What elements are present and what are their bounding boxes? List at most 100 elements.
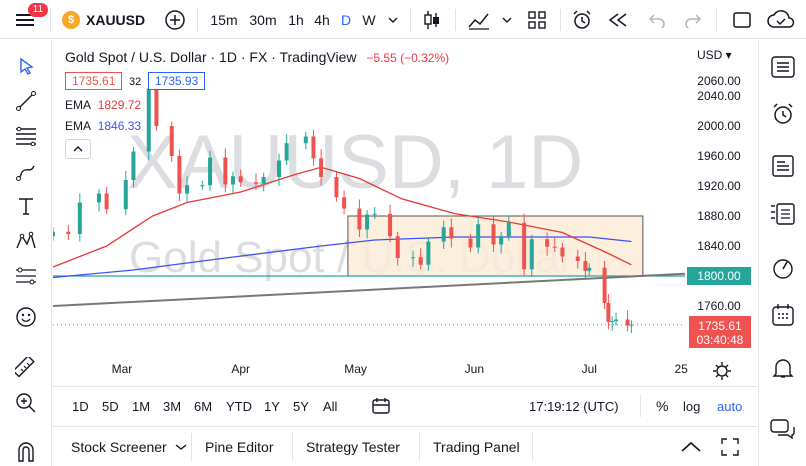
range-6m[interactable]: 6M (194, 398, 213, 414)
range-3m[interactable]: 3M (163, 398, 182, 414)
candle (372, 207, 377, 219)
icons-tool[interactable] (8, 302, 44, 332)
data-window-button[interactable] (767, 150, 799, 182)
currency-selector[interactable]: USD ▾ (697, 48, 732, 62)
ideas-stream-button[interactable] (767, 198, 799, 230)
trendline-tool[interactable] (8, 86, 44, 116)
range-1y[interactable]: 1Y (264, 398, 280, 414)
candle (342, 190, 347, 215)
time-tick-label: Jul (582, 362, 597, 376)
tab-pine-editor[interactable]: Pine Editor (205, 439, 274, 455)
ema-slow-legend[interactable]: EMA 1846.33 (65, 119, 142, 133)
ema-fast-legend[interactable]: EMA 1829.72 (65, 98, 142, 112)
notifications-button[interactable] (767, 352, 799, 384)
compare-symbol-button[interactable] (162, 0, 188, 39)
cloud-check-icon (767, 9, 795, 28)
interval-d[interactable]: D (340, 11, 352, 28)
expand-panel-button[interactable] (680, 427, 702, 466)
magnet-tool[interactable] (8, 437, 44, 466)
chart-type-button[interactable] (418, 0, 446, 39)
buy-price[interactable]: 1735.93 (147, 72, 206, 90)
candle-body (131, 151, 136, 180)
fullscreen-button[interactable] (728, 0, 756, 39)
utc-clock[interactable]: 17:19:12 (UTC) (529, 398, 619, 414)
toolbar-divider (410, 9, 411, 31)
redo-button[interactable] (680, 0, 706, 39)
interval-1h[interactable]: 1h (288, 11, 304, 28)
chart-pane[interactable]: XAUUSD, 1D Gold Spot / U.S. Dollar 2060.… (51, 40, 757, 386)
candle-body (365, 214, 370, 230)
chat-button[interactable] (767, 414, 799, 446)
interval-30m[interactable]: 30m (249, 11, 277, 28)
fib-tool[interactable] (8, 121, 44, 151)
interval-dropdown[interactable] (384, 0, 402, 39)
candle-body (426, 241, 431, 265)
trendline[interactable] (52, 272, 686, 307)
candle (51, 227, 55, 241)
cloud-save-button[interactable] (764, 0, 798, 39)
tab-trading-panel[interactable]: Trading Panel (433, 439, 520, 455)
chart-settings-button[interactable] (713, 362, 731, 380)
interval-15m[interactable]: 15m (210, 11, 238, 28)
collapse-legend-button[interactable] (65, 139, 91, 159)
tab-divider (419, 433, 420, 461)
sell-price[interactable]: 1735.61 (65, 72, 123, 90)
undo-button[interactable] (644, 0, 670, 39)
goto-date-button[interactable] (371, 387, 391, 425)
price-chart[interactable]: XAUUSD, 1D Gold Spot / U.S. Dollar 2060.… (51, 40, 757, 386)
symbol-search-button[interactable]: $ XAUUSD (62, 0, 145, 39)
tab-strategy-tester[interactable]: Strategy Tester (306, 439, 400, 455)
layout-button[interactable] (524, 0, 550, 39)
calendar-button[interactable] (767, 299, 799, 331)
range-1m[interactable]: 1M (132, 398, 151, 414)
replay-button[interactable] (604, 0, 632, 39)
range-all[interactable]: All (323, 398, 338, 414)
hotlist-button[interactable] (767, 252, 799, 284)
candle (231, 171, 236, 194)
toolbar-divider (197, 9, 198, 31)
watchlist-button[interactable] (767, 51, 799, 83)
indicators-button[interactable] (464, 0, 494, 39)
candle (357, 199, 362, 237)
cursor-tool[interactable] (8, 51, 44, 81)
range-5y[interactable]: 5Y (293, 398, 309, 414)
zoom-tool[interactable] (8, 388, 44, 418)
candle (319, 149, 324, 186)
datawindow-icon (772, 155, 794, 177)
log-scale-toggle[interactable]: log (683, 398, 701, 414)
tab-stock-screener[interactable]: Stock Screener (71, 427, 187, 466)
percent-scale-toggle[interactable]: % (656, 398, 669, 414)
candle-body (411, 257, 416, 259)
auto-scale-toggle[interactable]: auto (717, 398, 743, 414)
candle (491, 215, 496, 252)
candle-body (146, 88, 151, 152)
candle-body (208, 157, 213, 186)
candle-body (560, 247, 565, 257)
indicators-dropdown[interactable] (498, 0, 516, 39)
interval-w[interactable]: W (362, 11, 376, 28)
candle (208, 150, 213, 192)
alert-button[interactable] (568, 0, 596, 39)
candle-body (96, 193, 101, 203)
interval-4h[interactable]: 4h (314, 11, 330, 28)
measure-tool[interactable] (8, 353, 44, 383)
candle (583, 252, 588, 280)
pattern-tool[interactable] (8, 226, 44, 256)
brush-tool[interactable] (8, 156, 44, 186)
prediction-tool[interactable] (8, 261, 44, 291)
range-1d[interactable]: 1D (72, 398, 89, 414)
candle-body (284, 143, 289, 161)
range-ytd[interactable]: YTD (226, 398, 252, 414)
maximize-panel-button[interactable] (721, 427, 739, 466)
candle (77, 193, 82, 242)
series-title[interactable]: Gold Spot / U.S. Dollar · 1D · FX · Trad… (65, 49, 357, 65)
text-tool[interactable] (8, 191, 44, 221)
candle-body (499, 236, 504, 245)
gold-coin-icon: $ (62, 10, 80, 29)
main-menu-button[interactable] (8, 0, 42, 39)
range-5d[interactable]: 5D (102, 398, 119, 414)
candle-body (276, 160, 281, 177)
alerts-button[interactable] (767, 98, 799, 130)
time-axis[interactable]: Mar Apr May Jun Jul 25 (112, 362, 689, 376)
